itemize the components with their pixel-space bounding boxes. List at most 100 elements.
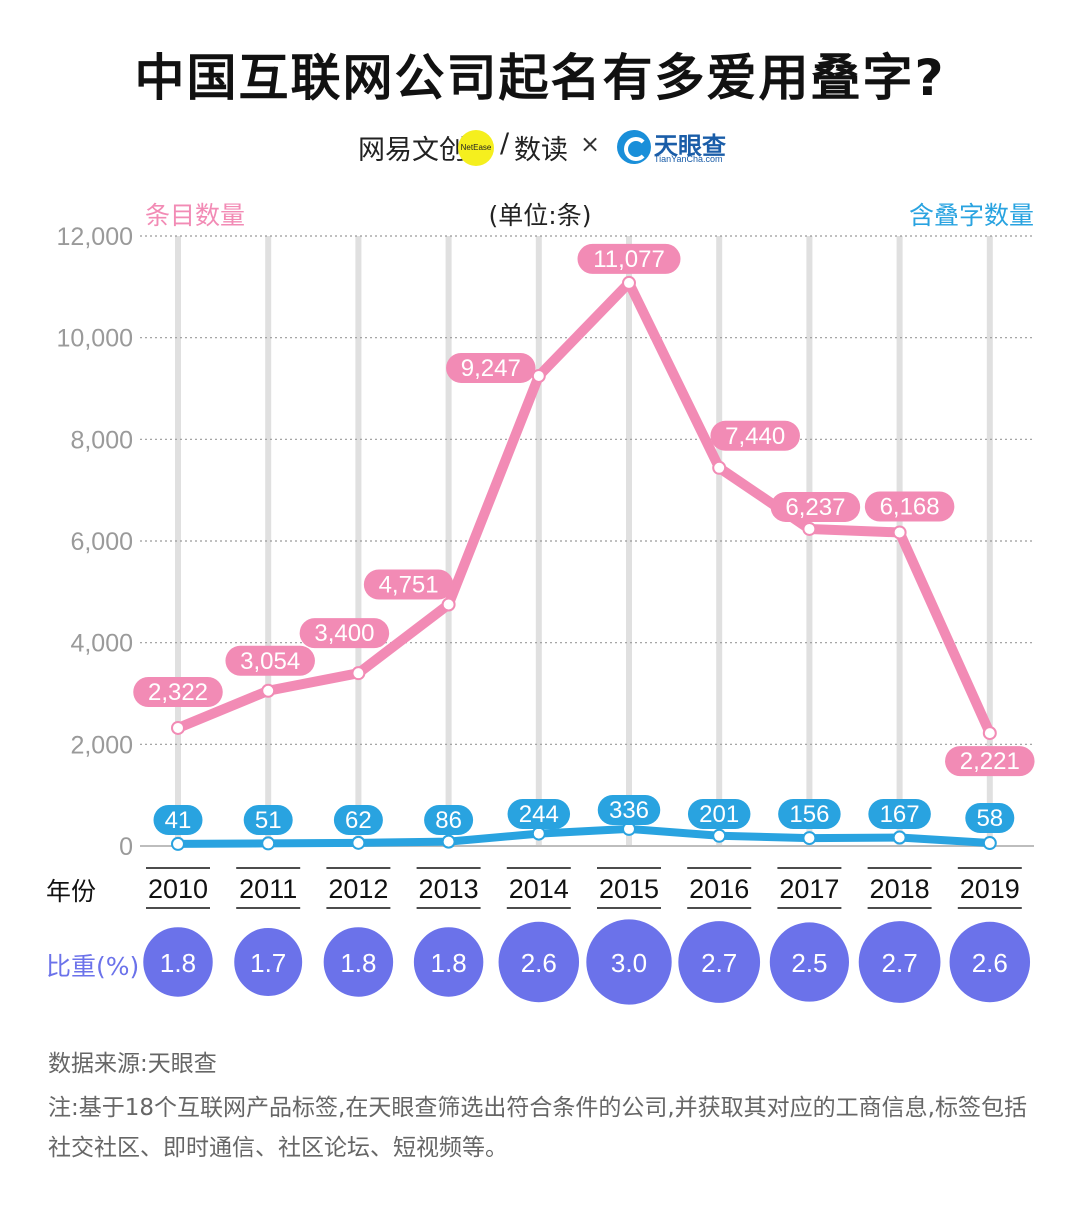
y-tick-label: 0 <box>119 833 133 861</box>
reduplicated-point <box>171 836 185 851</box>
total-point <box>712 460 727 475</box>
footnote: 注:基于18个互联网产品标签,在天眼查筛选出符合条件的公司,并获取其对应的工商信… <box>48 1095 1027 1161</box>
total-data-label: 2,322 <box>148 679 208 706</box>
reduplicated-point <box>441 834 456 849</box>
total-data-label: 2,221 <box>960 748 1020 775</box>
ratio-bubble-label: 1.7 <box>250 948 286 978</box>
reduplicated-data-label-bg <box>333 805 383 835</box>
reduplicated-data-label-bg <box>153 805 203 835</box>
ratio-bubble-label: 1.8 <box>431 948 467 978</box>
total-point <box>982 726 997 741</box>
total-data-label-bg <box>363 569 454 600</box>
reduplicated-data-label-bg <box>868 799 931 829</box>
ratio-bubble-label: 1.8 <box>160 948 196 978</box>
total-data-label: 11,077 <box>593 246 665 273</box>
brand-slash: / <box>500 128 510 159</box>
total-data-label: 9,247 <box>461 355 521 382</box>
ratio-bubble <box>856 919 943 1005</box>
reduplicated-data-label: 62 <box>345 807 372 834</box>
netease-dot-logo: NetEase <box>458 130 494 166</box>
x-tick-label: 2012 <box>328 874 388 904</box>
total-data-label: 3,054 <box>240 648 300 675</box>
total-data-label-bg <box>446 352 536 383</box>
x-tick-label: 2011 <box>239 874 297 904</box>
total-point <box>261 683 276 698</box>
ratio-bubble <box>584 917 674 1007</box>
series-line-reduplicated <box>174 824 994 848</box>
total-data-label-bg <box>864 491 955 522</box>
total-data-label: 7,440 <box>725 423 785 450</box>
x-tick-label: 2015 <box>599 874 659 904</box>
ratio-bubble-label: 2.7 <box>701 948 737 978</box>
y-tick-label: 12,000 <box>57 223 133 251</box>
reduplicated-data-label-bg <box>424 805 474 835</box>
ratio-bubble <box>232 926 305 998</box>
total-data-label-bg <box>577 243 681 274</box>
ratio-bubble-label: 2.6 <box>972 948 1008 978</box>
reduplicated-data-label: 167 <box>880 801 920 828</box>
reduplicated-point <box>712 828 727 843</box>
reduplicated-point <box>802 831 817 846</box>
total-data-label-bg <box>770 491 861 522</box>
reduplicated-data-label-bg <box>687 799 751 829</box>
year-row-label: 年份 <box>46 877 97 906</box>
reduplicated-point <box>261 836 276 851</box>
total-point <box>892 525 907 540</box>
tianyancha-logo-sub: TianYanCha.com <box>654 154 723 164</box>
total-data-label: 6,237 <box>785 494 845 521</box>
shudu-logo-text: 数读 <box>514 135 568 166</box>
y-tick-label: 10,000 <box>57 325 133 353</box>
ratio-bubble <box>947 919 1033 1005</box>
reduplicated-data-label-bg <box>243 805 293 835</box>
total-data-label-bg <box>133 676 223 707</box>
ratio-bubble <box>767 920 852 1004</box>
ratio-bubble <box>141 925 215 999</box>
y-tick-label: 8,000 <box>70 426 133 454</box>
reduplicated-data-label: 156 <box>789 801 829 828</box>
reduplicated-data-label: 201 <box>699 801 739 828</box>
tianyancha-logo-text: 天眼查 <box>654 132 726 160</box>
ratio-bubble-label: 2.7 <box>882 948 918 978</box>
total-data-label-bg <box>299 618 390 649</box>
reduplicated-point <box>351 835 366 850</box>
chart-title: 中国互联网公司起名有多爱用叠字? <box>134 49 946 107</box>
ratio-bubble <box>676 919 763 1005</box>
total-point <box>351 666 366 681</box>
x-tick-label: 2014 <box>509 874 569 904</box>
y-tick-label: 2,000 <box>70 731 133 759</box>
ratio-bubble-label: 2.5 <box>791 948 827 978</box>
reduplicated-point <box>982 836 997 851</box>
reduplicated-data-label-bg <box>965 803 1015 833</box>
ratio-bubble <box>411 925 486 999</box>
x-tick-label: 2010 <box>148 874 208 904</box>
ratio-bubble <box>321 925 396 999</box>
brand-bar: 网易文创 NetEase / 数读 × 天眼查 TianYanCha.com <box>0 128 1080 168</box>
total-data-label-bg <box>225 645 315 676</box>
netease-logo-text: 网易文创 <box>358 135 466 166</box>
ratio-bubble <box>496 919 582 1005</box>
reduplicated-data-label-bg <box>597 795 661 825</box>
reduplicated-data-label: 244 <box>519 801 559 828</box>
reduplicated-data-label: 86 <box>435 807 462 834</box>
ratio-bubble-label: 3.0 <box>611 948 647 978</box>
total-point <box>441 597 456 612</box>
collab-times-icon: × <box>580 130 601 158</box>
ratio-bubble-label: 1.8 <box>340 948 376 978</box>
reduplicated-data-label: 336 <box>609 797 649 824</box>
total-point <box>802 521 817 536</box>
ratio-bubble-label: 2.6 <box>521 948 557 978</box>
legend-right-series: 含叠字数量 <box>908 201 1034 230</box>
reduplicated-data-label: 41 <box>165 807 192 834</box>
data-source: 数据来源:天眼查 <box>48 1051 217 1077</box>
series-line-total <box>173 277 995 739</box>
reduplicated-data-label-bg <box>507 799 571 829</box>
tianyancha-logo-icon <box>617 130 651 164</box>
total-data-label-bg <box>945 746 1035 777</box>
total-point <box>622 275 636 290</box>
total-data-label-bg <box>710 420 800 451</box>
x-tick-label: 2017 <box>779 874 839 904</box>
reduplicated-data-label: 51 <box>255 807 282 834</box>
x-tick-label: 2016 <box>689 874 749 904</box>
total-data-label: 6,168 <box>880 493 940 520</box>
